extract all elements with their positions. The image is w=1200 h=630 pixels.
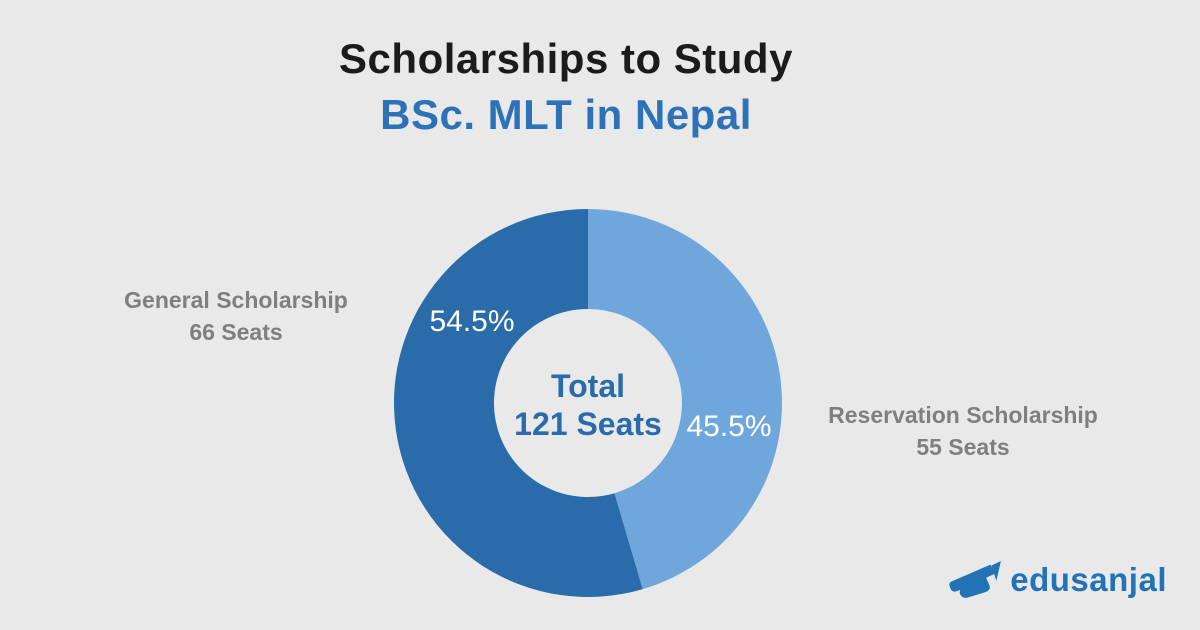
donut-segment-general [394,209,643,597]
caption-reservation-seats: 55 Seats [916,434,1010,460]
header: Scholarships to Study BSc. MLT in Nepal [0,30,1132,142]
caption-reservation-label: Reservation Scholarship [828,402,1098,428]
pct-label-general: 54.5% [429,305,515,338]
graduation-cap-icon [949,560,1002,598]
logo-text: edusanjal [1010,561,1167,598]
donut-svg [394,209,782,597]
donut-center-label: Total 121 Seats [514,367,662,443]
page-subtitle: BSc. MLT in Nepal [380,91,752,138]
page-title: Scholarships to Study [339,35,793,82]
caption-reservation-scholarship: Reservation Scholarship 55 Seats [828,399,1098,463]
caption-general-label: General Scholarship [124,287,348,313]
caption-general-seats: 66 Seats [189,319,283,345]
pct-label-reservation: 45.5% [686,410,772,443]
center-total-seats: 121 Seats [514,406,662,442]
caption-general-scholarship: General Scholarship 66 Seats [124,284,348,348]
center-total-word: Total [550,368,626,404]
edusanjal-logo: edusanjal [947,560,1167,600]
donut-segment-reservation [588,209,782,590]
